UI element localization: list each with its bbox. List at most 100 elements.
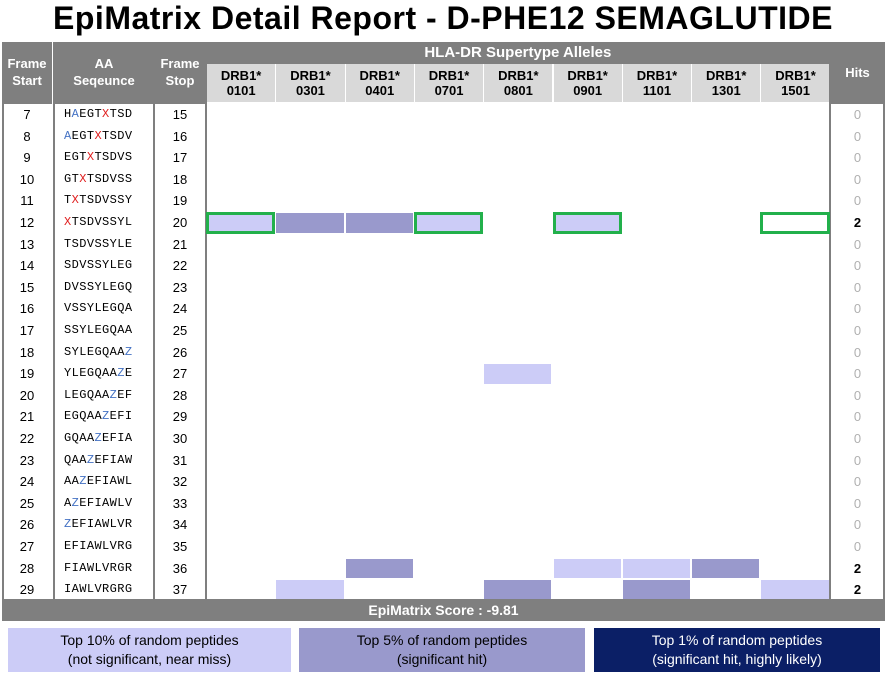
amino-acid: I bbox=[102, 474, 110, 489]
amino-acid: R bbox=[117, 539, 125, 553]
amino-acid: V bbox=[117, 517, 125, 532]
amino-acid: G bbox=[109, 582, 118, 597]
amino-acid: F bbox=[124, 387, 133, 402]
amino-acid: I bbox=[64, 582, 72, 597]
amino-acid: Z bbox=[64, 517, 72, 532]
amino-acid: D bbox=[64, 279, 72, 294]
amino-acid: L bbox=[102, 279, 110, 294]
amino-acid: I bbox=[86, 517, 95, 532]
amino-acid: E bbox=[71, 128, 80, 143]
amino-acid: R bbox=[102, 582, 110, 597]
frame-stop-cell: 33 bbox=[172, 495, 188, 511]
legend-top1: Top 1% of random peptides (significant hi… bbox=[594, 628, 880, 672]
heatmap-cell bbox=[622, 558, 691, 579]
allele-label-line: 1301 bbox=[711, 83, 741, 98]
amino-acid: Q bbox=[79, 409, 87, 424]
frame-start-cell: 12 bbox=[19, 215, 35, 230]
allele-label-line: 0701 bbox=[434, 83, 464, 98]
amino-acid: V bbox=[102, 560, 110, 575]
amino-acid: S bbox=[79, 279, 87, 294]
aa-sequence-cell: HAEGTXTSD bbox=[64, 104, 154, 126]
frame-start-cell: 29 bbox=[19, 582, 35, 598]
frame-stop-cell: 25 bbox=[172, 323, 188, 338]
frame-start-cell: 18 bbox=[19, 344, 35, 360]
amino-acid: S bbox=[124, 150, 133, 165]
amino-acid: E bbox=[64, 150, 72, 165]
amino-acid: L bbox=[86, 582, 95, 597]
header-allele-0901: DRB1* 0901 bbox=[552, 64, 622, 102]
amino-acid: D bbox=[102, 171, 110, 186]
frame-stop-cell: 27 bbox=[172, 366, 188, 382]
allele-label-line: 1501 bbox=[781, 83, 810, 98]
header-frame-stop-line: Frame bbox=[160, 56, 200, 71]
header-allele-0701: DRB1* 0701 bbox=[413, 64, 484, 102]
amino-acid: A bbox=[64, 128, 72, 143]
amino-acid: S bbox=[117, 107, 125, 121]
amino-acid: Z bbox=[109, 387, 118, 402]
amino-acid: S bbox=[86, 258, 95, 273]
amino-acid: D bbox=[117, 128, 125, 143]
amino-acid: V bbox=[109, 171, 118, 186]
header-allele-1301: DRB1* 1301 bbox=[691, 64, 761, 102]
aa-sequence-cell: ZEFIAWLVR bbox=[64, 514, 154, 536]
amino-acid: I bbox=[94, 495, 103, 510]
table-right-border bbox=[883, 42, 885, 601]
legend-text: Top 10% of random peptides bbox=[60, 632, 239, 648]
amino-acid: E bbox=[86, 474, 95, 489]
amino-acid: G bbox=[79, 387, 87, 402]
hits-cell: 0 bbox=[853, 474, 862, 490]
amino-acid: A bbox=[71, 582, 80, 597]
amino-acid: D bbox=[86, 215, 95, 229]
hits-cell: 0 bbox=[853, 301, 862, 317]
allele-label-line: 0401 bbox=[365, 83, 395, 98]
hits-cell: 0 bbox=[853, 495, 862, 511]
amino-acid: D bbox=[124, 107, 133, 121]
amino-acid: E bbox=[86, 344, 95, 359]
aa-sequence-cell: DVSSYLEGQ bbox=[64, 277, 154, 299]
header-allele-0301: DRB1* 0301 bbox=[275, 64, 345, 102]
amino-acid: Y bbox=[71, 344, 80, 359]
frame-stop-cell: 15 bbox=[172, 107, 188, 122]
amino-acid: A bbox=[94, 387, 103, 402]
heatmap-cell bbox=[414, 213, 483, 233]
amino-acid: Y bbox=[117, 215, 125, 229]
amino-acid: A bbox=[102, 387, 110, 402]
amino-acid: G bbox=[71, 409, 80, 424]
amino-acid: W bbox=[124, 452, 133, 467]
amino-acid: G bbox=[71, 150, 80, 165]
amino-acid: G bbox=[117, 279, 125, 294]
frame-start-cell: 28 bbox=[19, 560, 35, 576]
amino-acid: D bbox=[71, 258, 80, 273]
amino-acid: V bbox=[124, 495, 133, 510]
allele-label-line: DRB1* bbox=[498, 68, 539, 83]
amino-acid: G bbox=[64, 171, 72, 186]
amino-acid: L bbox=[117, 236, 125, 251]
amino-acid: A bbox=[79, 452, 87, 467]
amino-acid: X bbox=[79, 171, 87, 186]
amino-acid: X bbox=[94, 128, 103, 143]
amino-acid: S bbox=[109, 215, 118, 229]
amino-acid: F bbox=[79, 517, 87, 532]
amino-acid: A bbox=[124, 301, 133, 316]
amino-acid: A bbox=[124, 323, 133, 337]
amino-acid: T bbox=[64, 193, 72, 208]
header-allele-0801: DRB1* 0801 bbox=[483, 64, 553, 102]
report-title: EpiMatrix Detail Report - D-PHE12 SEMAGL… bbox=[53, 0, 833, 36]
amino-acid: T bbox=[71, 215, 80, 229]
frame-start-cell: 8 bbox=[23, 128, 31, 144]
amino-acid: D bbox=[109, 150, 118, 165]
amino-acid: E bbox=[64, 409, 72, 424]
amino-acid: V bbox=[71, 279, 80, 294]
frame-start-cell: 13 bbox=[19, 236, 35, 252]
amino-acid: S bbox=[94, 171, 103, 186]
amino-acid: Y bbox=[86, 301, 95, 316]
frame-stop-cell: 23 bbox=[172, 279, 188, 295]
amino-acid: E bbox=[124, 236, 133, 251]
amino-acid: Q bbox=[86, 387, 95, 402]
aa-sequence-cell: SSYLEGQAA bbox=[64, 320, 154, 342]
amino-acid: F bbox=[71, 539, 80, 553]
hits-cell: 0 bbox=[853, 171, 862, 187]
aa-sequence-cell: QAAZEFIAW bbox=[64, 450, 154, 472]
aa-sequence-cell: AEGTXTSDV bbox=[64, 126, 154, 148]
aa-sequence-cell: AAZEFIAWL bbox=[64, 471, 154, 493]
